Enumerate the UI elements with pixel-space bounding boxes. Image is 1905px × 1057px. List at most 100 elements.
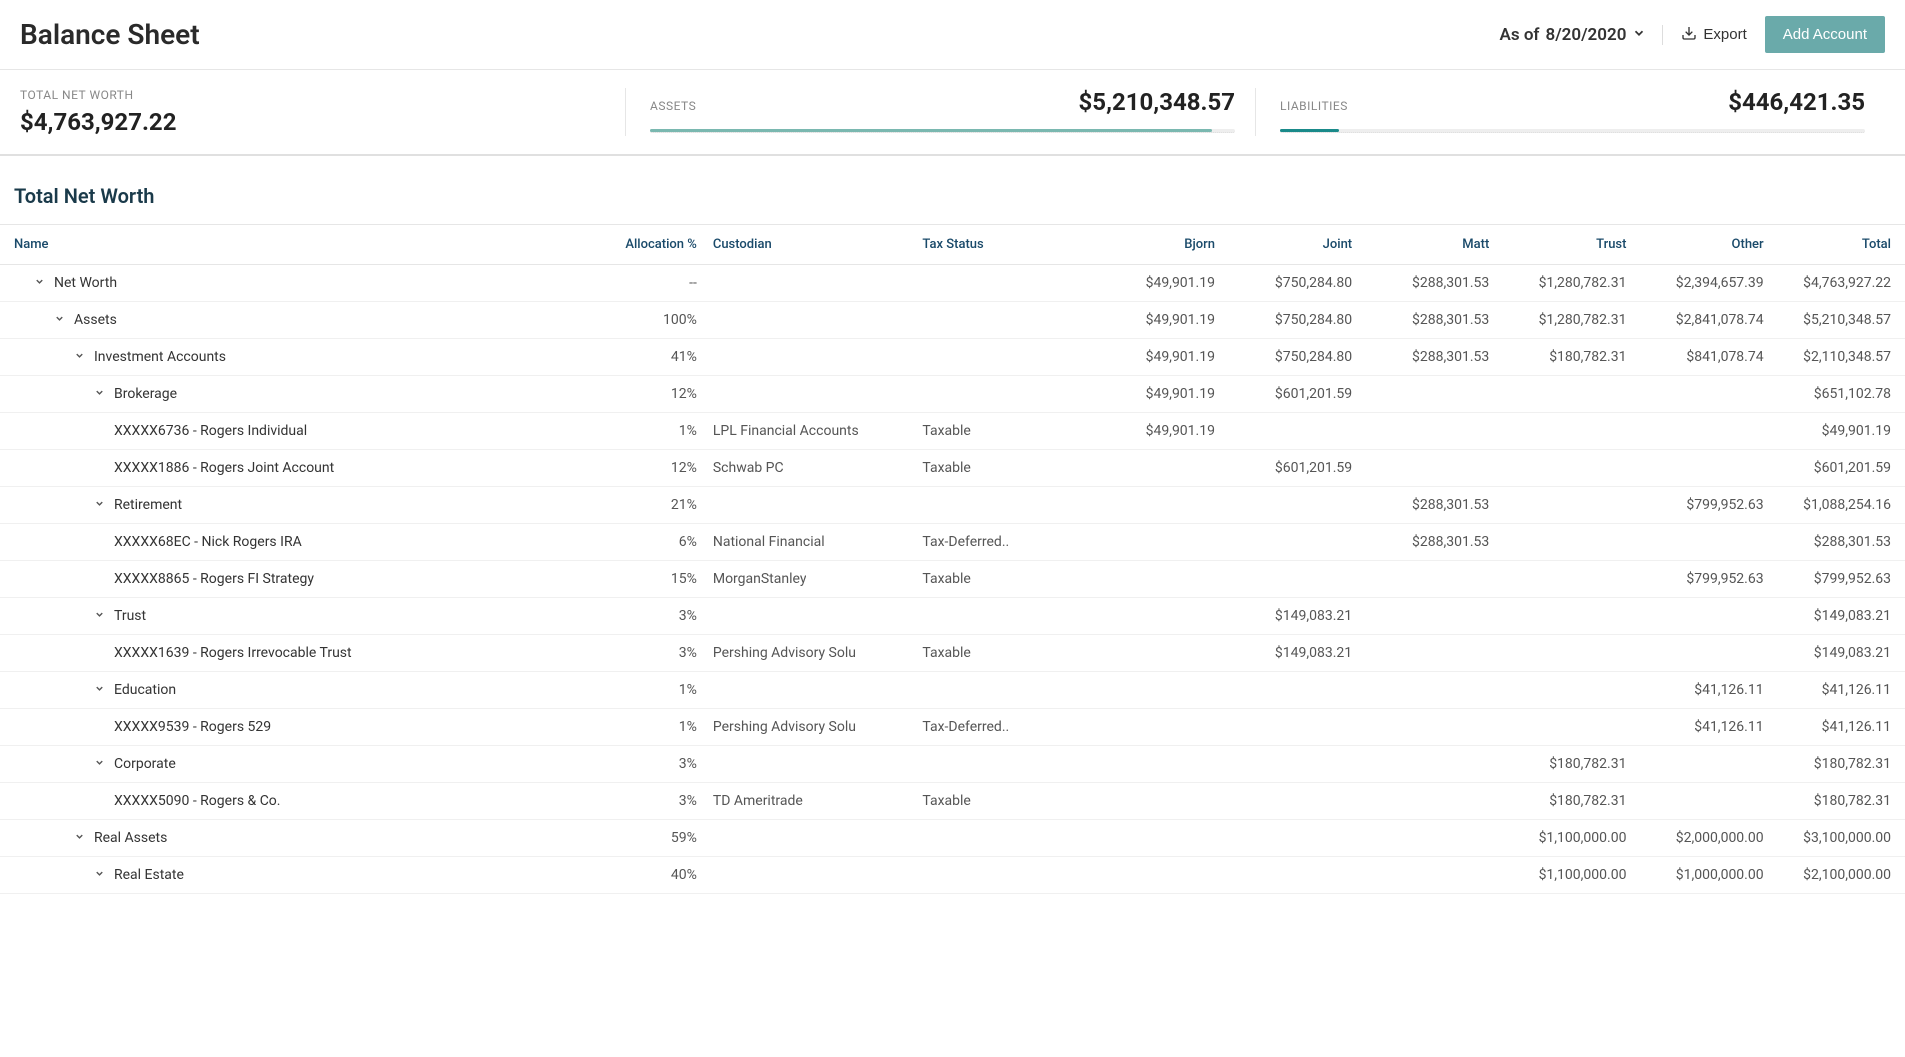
column-header[interactable]: Bjorn: [1086, 225, 1223, 265]
cell: [1497, 376, 1634, 413]
row-name: XXXXX9539 - Rogers 529: [114, 719, 271, 735]
table-body: Net Worth--$49,901.19$750,284.80$288,301…: [0, 265, 1905, 894]
table-row[interactable]: Trust3%$149,083.21$149,083.21: [0, 598, 1905, 635]
table-row[interactable]: Assets100%$49,901.19$750,284.80$288,301.…: [0, 302, 1905, 339]
column-header[interactable]: Joint: [1223, 225, 1360, 265]
cell: $750,284.80: [1223, 265, 1360, 302]
add-account-button[interactable]: Add Account: [1765, 16, 1885, 53]
column-header[interactable]: Other: [1634, 225, 1771, 265]
cell: [1497, 709, 1634, 746]
cell: [1360, 598, 1497, 635]
cell: [1223, 487, 1360, 524]
cell: $799,952.63: [1634, 487, 1771, 524]
cell: [1634, 746, 1771, 783]
cell: $1,000,000.00: [1634, 857, 1771, 894]
cell: --: [572, 265, 705, 302]
chevron-down-icon[interactable]: [94, 387, 108, 401]
name-cell: Real Estate: [0, 857, 572, 894]
name-cell: XXXXX1639 - Rogers Irrevocable Trust: [0, 635, 572, 672]
date-selector[interactable]: As of 8/20/2020: [1500, 25, 1664, 45]
column-header[interactable]: Tax Status: [914, 225, 1085, 265]
cell: [914, 487, 1085, 524]
cell: $149,083.21: [1223, 598, 1360, 635]
table-row[interactable]: XXXXX6736 - Rogers Individual1%LPL Finan…: [0, 413, 1905, 450]
column-header[interactable]: Matt: [1360, 225, 1497, 265]
name-cell: Retirement: [0, 487, 572, 524]
chevron-down-icon[interactable]: [54, 313, 68, 327]
chevron-down-icon[interactable]: [94, 683, 108, 697]
chevron-down-icon[interactable]: [94, 868, 108, 882]
cell: [1086, 746, 1223, 783]
cell: [1223, 820, 1360, 857]
table-row[interactable]: XXXXX5090 - Rogers & Co.3%TD AmeritradeT…: [0, 783, 1905, 820]
column-header[interactable]: Trust: [1497, 225, 1634, 265]
column-header[interactable]: Total: [1772, 225, 1905, 265]
cell: [914, 672, 1085, 709]
row-name: XXXXX1886 - Rogers Joint Account: [114, 460, 334, 476]
table-row[interactable]: XXXXX1886 - Rogers Joint Account12%Schwa…: [0, 450, 1905, 487]
chevron-down-icon[interactable]: [94, 609, 108, 623]
table-row[interactable]: Net Worth--$49,901.19$750,284.80$288,301…: [0, 265, 1905, 302]
chevron-down-icon[interactable]: [74, 350, 88, 364]
row-name: Real Assets: [94, 830, 167, 846]
cell: [705, 857, 915, 894]
chevron-down-icon[interactable]: [74, 831, 88, 845]
cell: [705, 820, 915, 857]
column-header[interactable]: Custodian: [705, 225, 915, 265]
column-header[interactable]: Allocation %: [572, 225, 705, 265]
cell: 12%: [572, 376, 705, 413]
cell: $49,901.19: [1086, 265, 1223, 302]
name-cell: XXXXX6736 - Rogers Individual: [0, 413, 572, 450]
page-header: Balance Sheet As of 8/20/2020 Export Add…: [0, 0, 1905, 70]
column-header[interactable]: Name: [0, 225, 572, 265]
row-name: Investment Accounts: [94, 349, 226, 365]
summary-label: LIABILITIES: [1280, 99, 1348, 113]
chevron-down-icon[interactable]: [94, 757, 108, 771]
cell: $750,284.80: [1223, 339, 1360, 376]
chevron-down-icon[interactable]: [34, 276, 48, 290]
cell: TD Ameritrade: [705, 783, 915, 820]
table-row[interactable]: XXXXX9539 - Rogers 5291%Pershing Advisor…: [0, 709, 1905, 746]
cell: [1086, 709, 1223, 746]
cell: $41,126.11: [1772, 709, 1905, 746]
table-row[interactable]: Retirement21%$288,301.53$799,952.63$1,08…: [0, 487, 1905, 524]
cell: $1,088,254.16: [1772, 487, 1905, 524]
export-label: Export: [1703, 26, 1746, 43]
table-row[interactable]: Real Assets59%$1,100,000.00$2,000,000.00…: [0, 820, 1905, 857]
cell: [1086, 635, 1223, 672]
cell: [1634, 376, 1771, 413]
name-cell: XXXXX68EC - Nick Rogers IRA: [0, 524, 572, 561]
cell: [1634, 598, 1771, 635]
row-name: XXXXX6736 - Rogers Individual: [114, 423, 307, 439]
name-cell: XXXXX9539 - Rogers 529: [0, 709, 572, 746]
chevron-down-icon[interactable]: [94, 498, 108, 512]
table-row[interactable]: XXXXX1639 - Rogers Irrevocable Trust3%Pe…: [0, 635, 1905, 672]
export-button[interactable]: Export: [1681, 25, 1746, 45]
cell: [1360, 857, 1497, 894]
cell: $288,301.53: [1360, 302, 1497, 339]
cell: [1360, 746, 1497, 783]
table-row[interactable]: Education1%$41,126.11$41,126.11: [0, 672, 1905, 709]
cell: [705, 376, 915, 413]
cell: $799,952.63: [1772, 561, 1905, 598]
cell: [914, 265, 1085, 302]
cell: [705, 746, 915, 783]
table-row[interactable]: Investment Accounts41%$49,901.19$750,284…: [0, 339, 1905, 376]
cell: [1634, 450, 1771, 487]
cell: $1,100,000.00: [1497, 857, 1634, 894]
cell: $288,301.53: [1360, 265, 1497, 302]
cell: [914, 598, 1085, 635]
table-row[interactable]: XXXXX8865 - Rogers FI Strategy15%MorganS…: [0, 561, 1905, 598]
cell: 59%: [572, 820, 705, 857]
summary-liabilities: LIABILITIES $446,421.35: [1255, 88, 1885, 136]
cell: [1223, 857, 1360, 894]
chevron-down-icon: [1632, 25, 1646, 45]
table-row[interactable]: Corporate3%$180,782.31$180,782.31: [0, 746, 1905, 783]
cell: $3,100,000.00: [1772, 820, 1905, 857]
name-cell: Corporate: [0, 746, 572, 783]
cell: $2,100,000.00: [1772, 857, 1905, 894]
table-row[interactable]: Brokerage12%$49,901.19$601,201.59$651,10…: [0, 376, 1905, 413]
row-name: Real Estate: [114, 867, 184, 883]
table-row[interactable]: Real Estate40%$1,100,000.00$1,000,000.00…: [0, 857, 1905, 894]
table-row[interactable]: XXXXX68EC - Nick Rogers IRA6%National Fi…: [0, 524, 1905, 561]
